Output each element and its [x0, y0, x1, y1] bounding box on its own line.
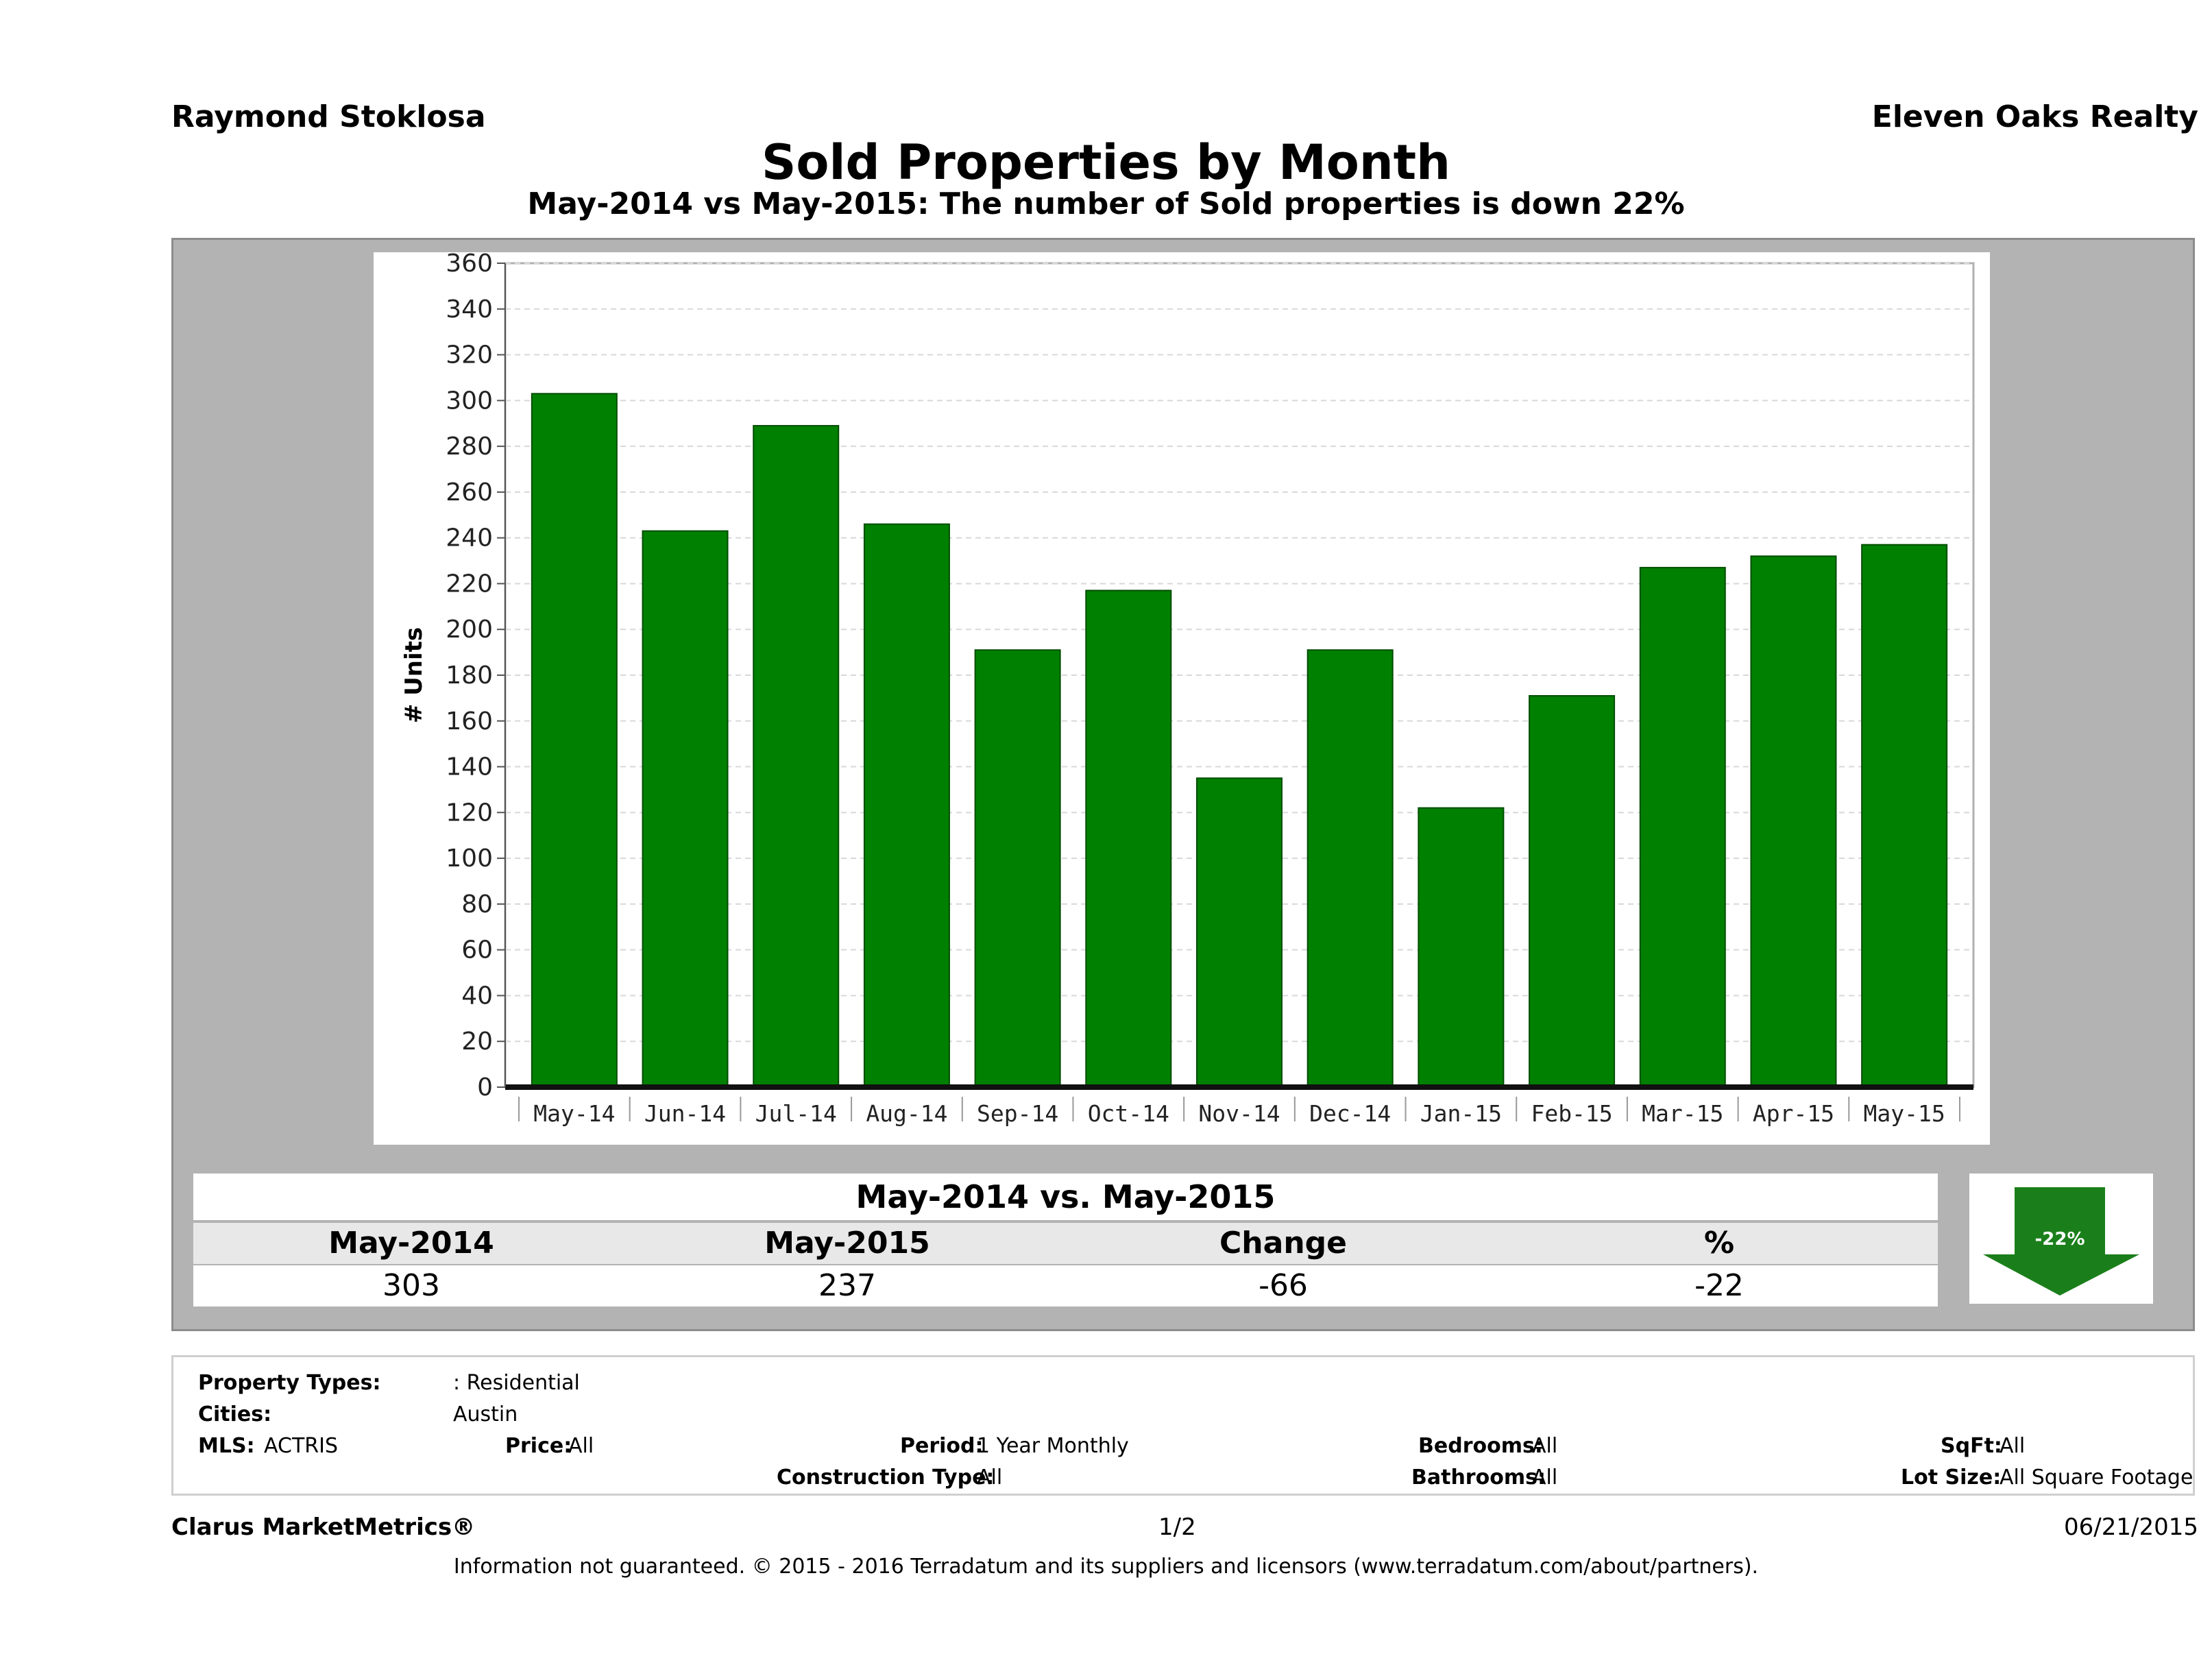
agent-name: Raymond Stoklosa: [171, 99, 486, 134]
bar: [753, 425, 840, 1089]
period-value: 1 Year Monthly: [977, 1434, 1129, 1458]
bar: [1196, 777, 1283, 1088]
chart-subtitle: May-2014 vs May-2015: The number of Sold…: [527, 186, 1685, 221]
bedrooms-value: All: [1532, 1434, 1558, 1458]
bar: [1306, 649, 1394, 1088]
bar: [1418, 807, 1505, 1089]
value-percent: -22: [1694, 1268, 1744, 1303]
x-tick-label: Sep-14: [977, 1100, 1058, 1127]
comparison-table: May-2014 vs. May-2015 May-2014 May-2015 …: [193, 1174, 1938, 1308]
period-label: Period:: [900, 1434, 984, 1458]
x-tick-label: Nov-14: [1198, 1100, 1280, 1127]
comparison-title: May-2014 vs. May-2015: [193, 1174, 1938, 1220]
value-may-2015: 237: [818, 1268, 876, 1303]
property-types-value: : Residential: [453, 1371, 580, 1395]
x-tick-label: Aug-14: [866, 1100, 947, 1127]
footer-brand: Clarus MarketMetrics®: [171, 1513, 476, 1541]
price-value: All: [568, 1434, 594, 1458]
y-tick-label: 180: [446, 661, 493, 690]
x-tick-label: Dec-14: [1309, 1100, 1391, 1127]
y-tick-label: 240: [446, 524, 493, 552]
header-percent: %: [1703, 1226, 1735, 1261]
bar: [863, 523, 950, 1088]
header-may-2014: May-2014: [328, 1226, 494, 1261]
x-tick-label: Oct-14: [1088, 1100, 1169, 1127]
x-tick-label: Mar-15: [1642, 1100, 1723, 1127]
bar: [531, 393, 618, 1089]
y-tick-label: 300: [446, 387, 493, 415]
report-date: 06/21/2015: [2064, 1513, 2198, 1541]
chart-title: Sold Properties by Month: [762, 134, 1450, 191]
y-tick-label: 80: [461, 890, 493, 919]
y-tick-label: 120: [446, 799, 493, 827]
y-tick-label: 360: [446, 252, 493, 278]
lot-size-value: All Square Footage: [2000, 1466, 2193, 1489]
cities-label: Cities:: [198, 1402, 272, 1426]
bar: [1750, 555, 1837, 1088]
y-tick-label: 340: [446, 295, 493, 324]
construction-type-value: All: [977, 1466, 1003, 1489]
bar: [1861, 544, 1948, 1088]
y-tick-label: 0: [477, 1073, 493, 1102]
x-tick-label: Feb-15: [1531, 1100, 1612, 1127]
bedrooms-label: Bedrooms:: [1418, 1434, 1543, 1458]
x-tick-label: Jan-15: [1420, 1100, 1502, 1127]
y-tick-label: 140: [446, 753, 493, 781]
mls-value: ACTRIS: [264, 1434, 339, 1458]
x-tick-label: Apr-15: [1753, 1100, 1834, 1127]
cities-value: Austin: [453, 1402, 518, 1426]
price-label: Price:: [505, 1434, 572, 1458]
property-types-label: Property Types:: [198, 1371, 381, 1395]
value-change: -66: [1259, 1268, 1308, 1303]
badge-label: -22%: [2034, 1229, 2085, 1250]
x-tick-label: May-14: [533, 1100, 615, 1127]
x-tick-label: Jun-14: [644, 1100, 726, 1127]
y-tick-label: 60: [461, 936, 493, 964]
bar-chart: 0 20 40 60 80 100 120 140 160 180 200 220 240 260 280 3…: [374, 252, 1990, 1145]
y-tick-label: 280: [446, 433, 493, 461]
comparison-value-row: 303 237 -66 -22: [193, 1265, 1938, 1306]
y-tick-label: 40: [461, 982, 493, 1010]
header-change: Change: [1219, 1226, 1347, 1261]
value-may-2014: 303: [382, 1268, 440, 1303]
page-number: 1/2: [1158, 1513, 1196, 1541]
x-tick-label: Jul-14: [755, 1100, 837, 1127]
lot-size-label: Lot Size:: [1901, 1466, 2002, 1489]
y-tick-label: 320: [446, 341, 493, 369]
sqft-label: SqFt:: [1941, 1434, 2002, 1458]
y-tick-label: 160: [446, 707, 493, 735]
y-tick-label: 200: [446, 616, 493, 644]
bar: [1529, 695, 1616, 1088]
bar: [1639, 567, 1726, 1089]
y-tick-label: 220: [446, 570, 493, 598]
bar: [1085, 589, 1172, 1088]
mls-label: MLS:: [198, 1434, 255, 1458]
y-axis-label: # Units: [400, 627, 428, 723]
disclaimer: Information not guaranteed. © 2015 - 201…: [453, 1555, 1759, 1579]
bathrooms-value: All: [1532, 1466, 1558, 1489]
company-name: Eleven Oaks Realty: [1871, 99, 2198, 134]
change-badge: -22%: [1969, 1174, 2153, 1304]
bathrooms-label: Bathrooms:: [1411, 1466, 1546, 1489]
construction-type-label: Construction Type:: [777, 1466, 995, 1489]
sqft-value: All: [2000, 1434, 2026, 1458]
header-may-2015: May-2015: [764, 1226, 930, 1261]
down-arrow-icon: -22%: [1983, 1187, 2139, 1296]
bar: [642, 530, 729, 1088]
comparison-header-row: May-2014 May-2015 Change %: [193, 1223, 1938, 1264]
y-tick-label: 20: [461, 1028, 493, 1056]
x-tick-label: May-15: [1864, 1100, 1945, 1127]
bar: [974, 649, 1061, 1088]
y-tick-label: 100: [446, 844, 493, 873]
filter-panel: Property Types: : Residential Cities: Au…: [171, 1355, 2195, 1496]
y-tick-label: 260: [446, 478, 493, 507]
